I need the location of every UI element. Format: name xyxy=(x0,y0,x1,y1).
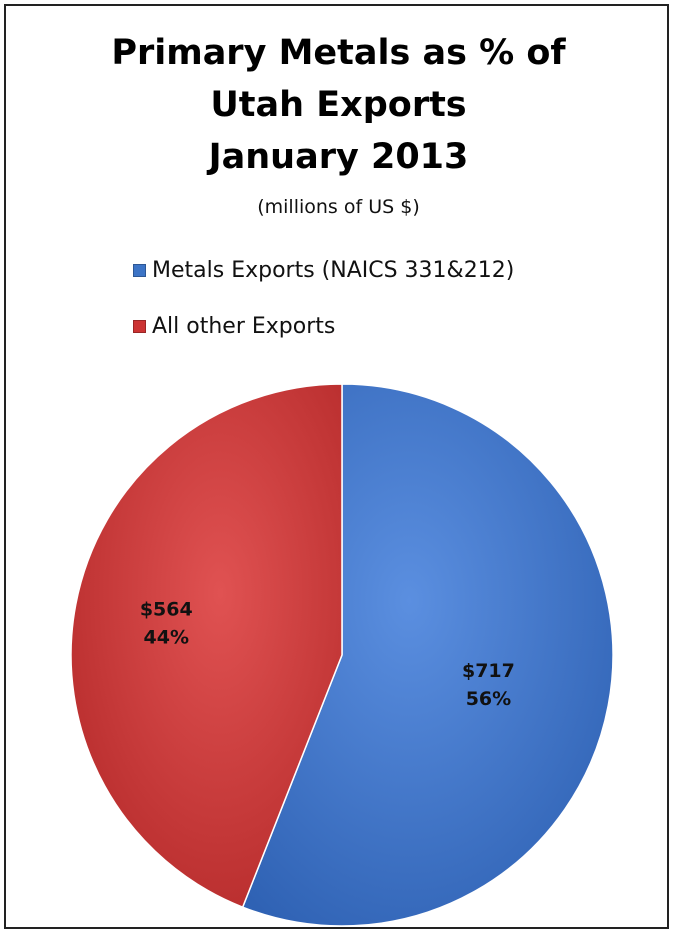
pie-slice-metals xyxy=(241,383,614,927)
pie-slice-other xyxy=(70,383,343,909)
data-label-value-metals: $717 xyxy=(462,660,515,682)
chart-legend: Metals Exports (NAICS 331&212) All other… xyxy=(133,255,514,367)
legend-label-other: All other Exports xyxy=(152,313,336,339)
data-label-percent-other: 44% xyxy=(144,627,189,649)
legend-swatch-other xyxy=(133,319,146,333)
legend-item-metals: Metals Exports (NAICS 331&212) xyxy=(133,255,514,285)
chart-subtitle: (millions of US $) xyxy=(257,196,420,218)
data-label-percent-metals: 56% xyxy=(466,688,511,710)
chart-title-line-3: January 2013 xyxy=(208,137,469,177)
legend-label-metals: Metals Exports (NAICS 331&212) xyxy=(152,257,515,283)
chart-title-line-1: Primary Metals as % of xyxy=(111,33,566,73)
legend-swatch-metals xyxy=(133,263,146,277)
data-label-value-other: $564 xyxy=(140,599,193,621)
chart-title-line-2: Utah Exports xyxy=(210,85,467,125)
legend-item-other: All other Exports xyxy=(133,311,514,341)
